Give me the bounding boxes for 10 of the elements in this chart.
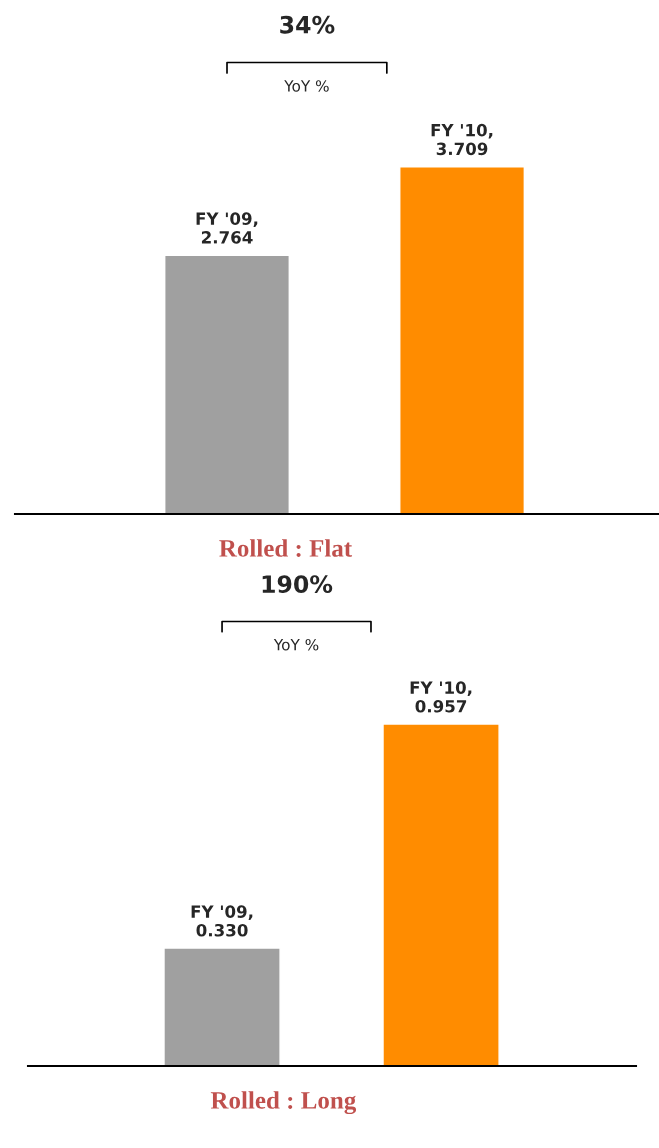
- text: 34%: [280, 15, 335, 34]
- data-label: FY '10, 3.709: [431, 123, 493, 156]
- data-label: FY '09, 2.764: [196, 212, 258, 244]
- text: 190%: [262, 575, 333, 594]
- text: YoY %: [273, 638, 319, 651]
- text: Rolled : Flat: [219, 539, 353, 557]
- data-label: FY '09, 0.330: [191, 905, 253, 937]
- data-label: FY '10, 0.957: [410, 681, 472, 713]
- text: YoY %: [284, 80, 329, 92]
- text: Rolled : Long: [210, 1091, 357, 1115]
